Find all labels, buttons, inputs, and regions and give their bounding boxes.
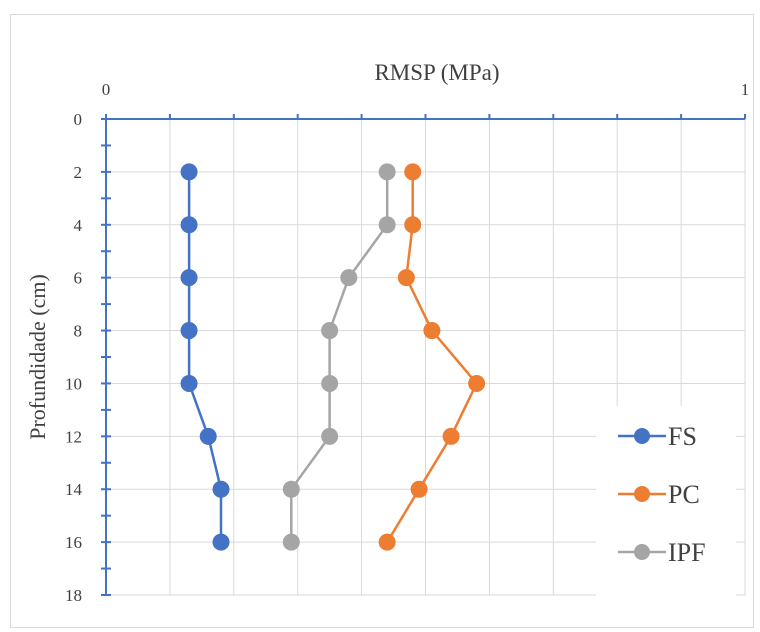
legend-background — [596, 406, 736, 596]
data-point-fs — [199, 427, 217, 445]
data-point-fs — [180, 163, 198, 181]
y-tick-label: 10 — [65, 374, 82, 393]
data-point-fs — [212, 480, 230, 498]
data-point-ipf — [340, 269, 358, 287]
data-point-ipf — [282, 533, 300, 551]
data-point-fs — [180, 216, 198, 234]
data-point-pc — [410, 480, 428, 498]
y-axis-title: Profundidade (cm) — [25, 274, 50, 440]
data-point-fs — [212, 533, 230, 551]
data-point-pc — [378, 533, 396, 551]
x-axis-title: RMSP (MPa) — [374, 60, 499, 85]
series-line-pc — [386, 171, 479, 543]
data-point-pc — [423, 322, 441, 340]
legend-label-ipf: IPF — [668, 538, 706, 567]
legend-label-pc: PC — [668, 480, 700, 509]
series-line-fs — [187, 171, 223, 543]
y-tick-label: 8 — [74, 322, 83, 341]
data-point-pc — [404, 216, 422, 234]
gridlines — [106, 119, 746, 596]
data-point-pc — [468, 374, 486, 392]
data-point-pc — [397, 269, 415, 287]
y-tick-label: 18 — [65, 586, 82, 605]
y-tick-label: 12 — [65, 427, 82, 446]
data-point-fs — [180, 322, 198, 340]
data-point-ipf — [378, 163, 396, 181]
data-point-ipf — [321, 322, 339, 340]
data-point-ipf — [321, 374, 339, 392]
y-tick-label: 0 — [74, 110, 83, 129]
legend: FS PC IPF — [596, 406, 736, 596]
legend-marker-fs — [634, 428, 650, 444]
data-point-pc — [442, 427, 460, 445]
y-tick-label: 4 — [74, 216, 83, 235]
data-point-ipf — [282, 480, 300, 498]
data-point-fs — [180, 374, 198, 392]
x-tick-label: 0 — [102, 80, 111, 99]
y-tick-label: 6 — [74, 269, 83, 288]
y-tick-label: 16 — [65, 533, 82, 552]
data-point-ipf — [378, 216, 396, 234]
legend-label-fs: FS — [668, 422, 697, 451]
series-layer — [180, 163, 486, 551]
series-line-ipf — [290, 171, 389, 543]
data-point-ipf — [321, 427, 339, 445]
y-tick-label: 14 — [65, 480, 83, 499]
data-point-fs — [180, 269, 198, 287]
x-tick-label: 1 — [741, 80, 750, 99]
legend-marker-pc — [634, 486, 650, 502]
legend-marker-ipf — [634, 544, 650, 560]
y-tick-label: 2 — [74, 163, 83, 182]
data-point-pc — [404, 163, 422, 181]
